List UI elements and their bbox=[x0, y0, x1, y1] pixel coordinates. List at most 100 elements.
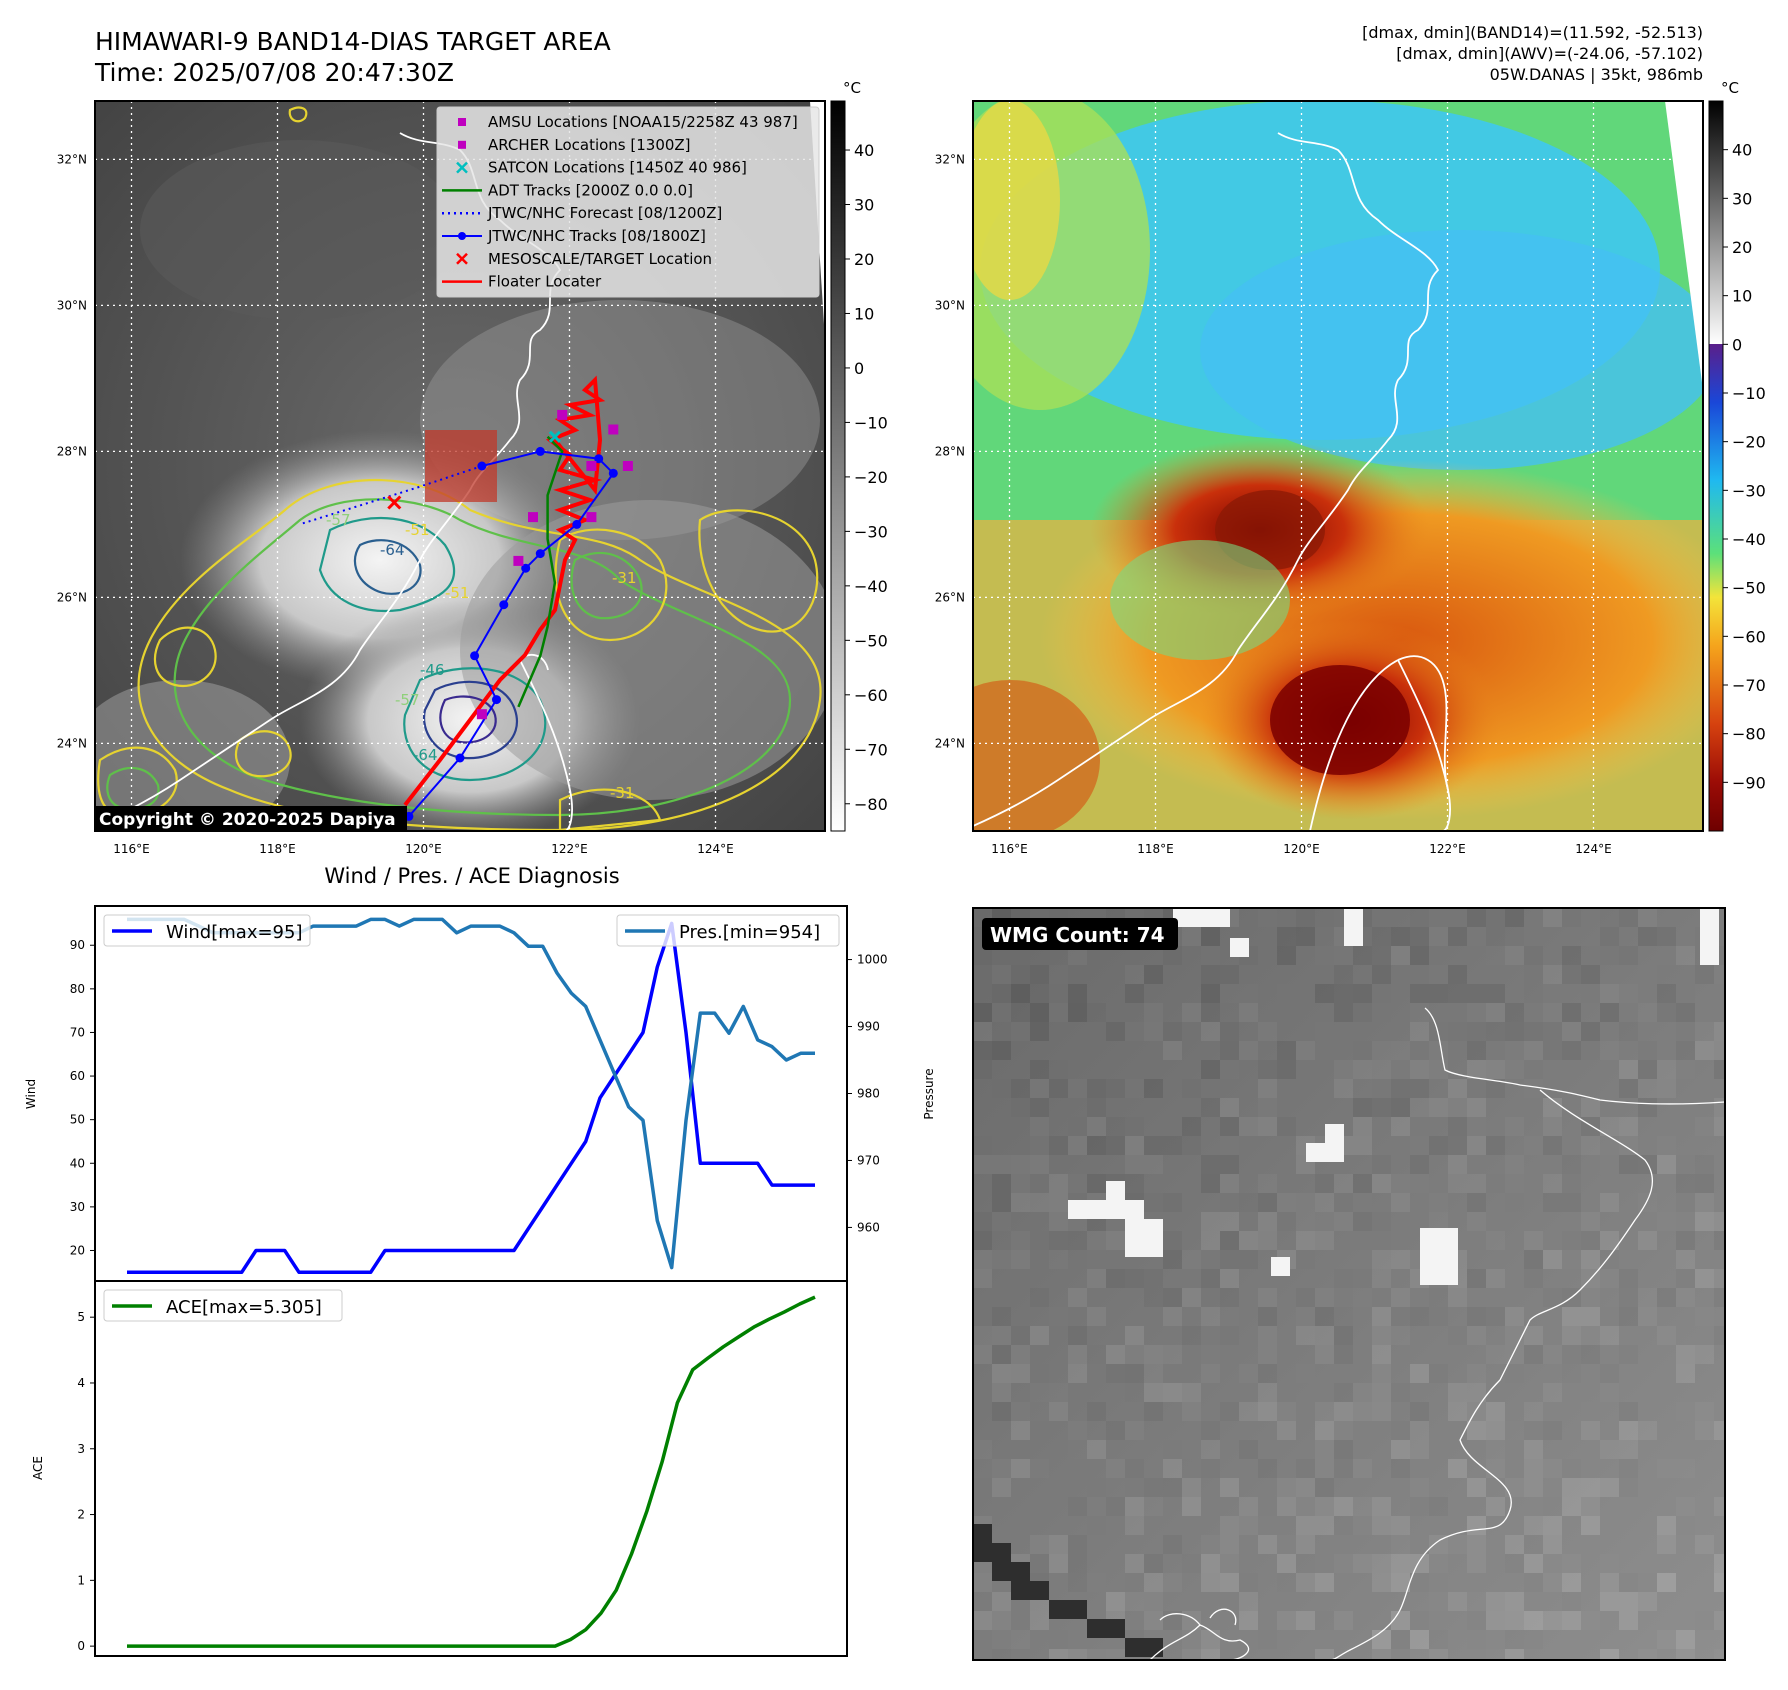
wmg-pixel bbox=[1068, 1345, 1087, 1364]
wmg-pixel bbox=[1372, 1649, 1391, 1660]
wmg-pixel bbox=[1353, 1497, 1372, 1516]
wmg-pixel bbox=[1524, 965, 1543, 984]
wmg-pixel bbox=[1201, 1573, 1220, 1592]
satcon-location bbox=[548, 430, 561, 443]
lon-tick-label: 124°E bbox=[697, 842, 734, 856]
wmg-pixel bbox=[1011, 1155, 1030, 1174]
wmg-pixel bbox=[1315, 1478, 1334, 1497]
wmg-pixel bbox=[1448, 1155, 1467, 1174]
wmg-pixel bbox=[1030, 1364, 1049, 1383]
wmg-pixel bbox=[1106, 1326, 1125, 1345]
wmg-pixel bbox=[1030, 1554, 1049, 1573]
wmg-pixel bbox=[1581, 1307, 1600, 1326]
wmg-pixel bbox=[1239, 1402, 1258, 1421]
wmg-pixel bbox=[1524, 1231, 1543, 1250]
wmg-pixel bbox=[1087, 1136, 1106, 1155]
wmg-pixel bbox=[1581, 1516, 1600, 1535]
wmg-pixel bbox=[1163, 1326, 1182, 1345]
lat-tick-label: 30°N bbox=[935, 298, 965, 312]
wmg-pixel bbox=[1391, 1193, 1410, 1212]
wmg-pixel bbox=[1372, 946, 1391, 965]
wmg-pixel bbox=[1182, 1288, 1201, 1307]
wmg-pixel bbox=[1619, 1079, 1638, 1098]
wmg-pixel bbox=[1676, 1497, 1695, 1516]
wmg-pixel bbox=[1467, 1402, 1486, 1421]
wmg-pixel bbox=[992, 1592, 1011, 1611]
wmg-pixel bbox=[1372, 1630, 1391, 1649]
wmg-pixel bbox=[992, 1079, 1011, 1098]
wmg-pixel bbox=[1125, 1459, 1144, 1478]
legend-marker-dot bbox=[458, 232, 466, 240]
pressure-axis-label: Pressure bbox=[922, 1068, 936, 1119]
wmg-pixel bbox=[1106, 1022, 1125, 1041]
wmg-pixel bbox=[973, 1060, 992, 1079]
wmg-pixel bbox=[1011, 1345, 1030, 1364]
wmg-pixel bbox=[1030, 965, 1049, 984]
wmg-pixel bbox=[1030, 1003, 1049, 1022]
ir-cloud bbox=[460, 500, 825, 800]
wmg-pixel bbox=[1201, 1459, 1220, 1478]
lat-tick-label: 28°N bbox=[57, 444, 87, 458]
legend-item: JTWC/NHC Tracks [08/1800Z] bbox=[442, 227, 706, 245]
wmg-pixel bbox=[1581, 946, 1600, 965]
info-line-3: 05W.DANAS | 35kt, 986mb bbox=[1490, 65, 1703, 84]
wmg-pixel bbox=[1049, 1402, 1068, 1421]
wmg-pixel bbox=[1467, 1022, 1486, 1041]
wmg-pixel bbox=[1372, 1174, 1391, 1193]
wmg-pixel bbox=[1467, 1041, 1486, 1060]
wmg-pixel bbox=[1714, 1098, 1725, 1117]
wmg-pixel bbox=[1676, 1364, 1695, 1383]
wmg-pixel bbox=[1049, 965, 1068, 984]
wmg-pixel bbox=[1600, 1041, 1619, 1060]
wmg-pixel bbox=[992, 1459, 1011, 1478]
wmg-pixel-dark bbox=[1011, 1562, 1030, 1581]
wmg-pixel bbox=[1619, 1155, 1638, 1174]
wv-axis-labels: 116°E 118°E 120°E 122°E 124°E 32°N 30°N 28°N 26°… bbox=[935, 152, 1612, 856]
wmg-count-box bbox=[982, 918, 1178, 950]
wmg-pixel bbox=[1144, 1288, 1163, 1307]
wmg-pixel bbox=[1429, 1630, 1448, 1649]
wmg-pixel bbox=[1068, 1421, 1087, 1440]
wmg-frame bbox=[972, 907, 1726, 1661]
wmg-pixel bbox=[1182, 927, 1201, 946]
wmg-pixel bbox=[1505, 1022, 1524, 1041]
colorbar-tick-label: −10 bbox=[854, 413, 888, 432]
wmg-pixel bbox=[1068, 946, 1087, 965]
wmg-pixel bbox=[1372, 1307, 1391, 1326]
wmg-pixel-bright bbox=[1306, 1143, 1325, 1162]
wmg-pixel bbox=[1657, 1079, 1676, 1098]
wmg-pixel bbox=[1353, 1231, 1372, 1250]
wmg-pixel bbox=[1144, 1478, 1163, 1497]
wmg-pixel bbox=[973, 1440, 992, 1459]
wmg-pixel bbox=[1714, 1554, 1725, 1573]
wmg-pixel bbox=[1239, 1041, 1258, 1060]
wmg-pixel bbox=[1334, 1516, 1353, 1535]
lat-tick-label: 26°N bbox=[935, 590, 965, 604]
wmg-pixel bbox=[1296, 1573, 1315, 1592]
wmg-pixel bbox=[1410, 1174, 1429, 1193]
lon-tick-label: 120°E bbox=[1283, 842, 1320, 856]
axis-tick-label: 60 bbox=[70, 1069, 85, 1083]
wmg-pixel bbox=[1182, 1136, 1201, 1155]
wmg-pixel bbox=[1391, 1459, 1410, 1478]
wmg-pixel bbox=[992, 984, 1011, 1003]
wmg-pixel bbox=[1182, 1649, 1201, 1660]
wmg-coastline bbox=[1149, 1007, 1725, 1660]
wmg-pixel bbox=[1676, 1345, 1695, 1364]
wmg-pixel bbox=[1505, 946, 1524, 965]
wmg-pixel bbox=[1239, 1497, 1258, 1516]
wmg-pixel bbox=[973, 946, 992, 965]
satcon-location-marker bbox=[548, 430, 561, 443]
wmg-pixel bbox=[1562, 1041, 1581, 1060]
axis-tick-label: 80 bbox=[70, 982, 85, 996]
wmg-pixel bbox=[1087, 1250, 1106, 1269]
wmg-pixel bbox=[1714, 1573, 1725, 1592]
wmg-pixel-bright bbox=[1125, 1200, 1144, 1219]
wmg-pixel bbox=[1695, 1535, 1714, 1554]
axis-tick-label: 970 bbox=[857, 1153, 880, 1167]
wmg-pixel bbox=[1410, 1098, 1429, 1117]
wmg-pixel bbox=[1619, 984, 1638, 1003]
wmg-pixel bbox=[1353, 1288, 1372, 1307]
wmg-pixel bbox=[1296, 1478, 1315, 1497]
contour-label: -57 bbox=[395, 691, 420, 709]
